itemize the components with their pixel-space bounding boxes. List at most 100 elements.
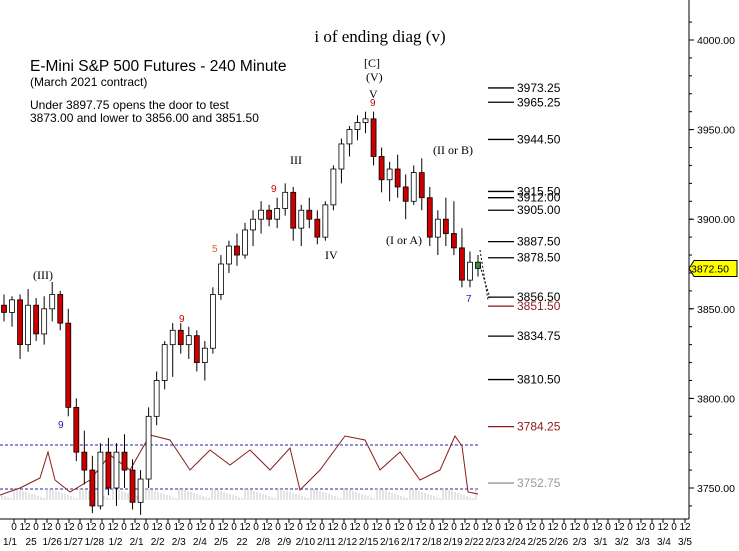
- x-tick-label-52: 0: [583, 522, 589, 533]
- candle-body-7: [57, 294, 64, 324]
- last-price-marker: 3872.50: [688, 259, 738, 277]
- target-label-5: 3905.00: [517, 203, 561, 217]
- x-tick-label-22: 0: [253, 522, 259, 533]
- x-date-label-13: 2/9: [277, 537, 291, 548]
- chart-subtitle: (March 2021 contract): [30, 75, 147, 89]
- x-tick-label-35: 12: [393, 522, 405, 533]
- x-tick-label-60: 0: [671, 522, 677, 533]
- x-tick-label-58: 0: [649, 522, 655, 533]
- x-tick-label-29: 12: [327, 522, 339, 533]
- x-tick-label-24: 0: [275, 522, 281, 533]
- x-tick-label-23: 12: [261, 522, 273, 533]
- chart-title: E-Mini S&P 500 Futures - 240 Minute: [30, 58, 286, 75]
- target-label-10: 3834.75: [517, 329, 561, 343]
- candle-body-43: [346, 129, 353, 145]
- candle-body-2: [17, 299, 23, 346]
- x-tick-label-4: 0: [55, 522, 61, 533]
- projection-dash-1: [479, 249, 489, 301]
- x-date-label-30: 3/3: [636, 537, 650, 548]
- candle-body-34: [274, 208, 281, 220]
- x-tick-label-50: 0: [561, 522, 567, 533]
- x-tick-label-9: 12: [107, 522, 119, 533]
- candle-body-12: [97, 451, 104, 507]
- candle-body-10: [81, 451, 88, 471]
- target-label-13: 3752.75: [517, 476, 561, 490]
- candle-body-51: [410, 172, 417, 202]
- x-date-label-8: 2/3: [172, 537, 186, 548]
- y-tick-label-3: 3900.00: [697, 214, 735, 226]
- candle-body-30: [242, 229, 248, 256]
- candle-body-17: [137, 478, 144, 503]
- x-date-label-29: 3/2: [615, 537, 629, 548]
- candle-body-29: [234, 245, 240, 256]
- x-tick-label-17: 12: [195, 522, 207, 533]
- wave-label-C: [C]: [364, 56, 380, 70]
- target-label-7: 3878.50: [517, 251, 561, 265]
- count-9-b: 9: [271, 184, 277, 195]
- note-line-1: Under 3897.75 opens the door to test: [30, 98, 229, 112]
- candle-body-55: [442, 218, 449, 234]
- candle-body-37: [298, 209, 305, 229]
- y-tick-label-2: 3850.00: [697, 304, 735, 316]
- x-tick-label-59: 12: [657, 522, 669, 533]
- x-date-label-5: 1/2: [109, 537, 123, 548]
- target-label-6: 3887.50: [517, 235, 561, 249]
- candle-body-11: [89, 469, 96, 507]
- y-tick-label-1: 3800.00: [697, 393, 735, 405]
- x-tick-label-15: 12: [173, 522, 185, 533]
- x-date-label-16: 2/12: [338, 537, 358, 548]
- x-tick-label-3: 12: [41, 522, 53, 533]
- candle-body-46: [370, 118, 377, 157]
- x-date-label-23: 2/23: [485, 537, 505, 548]
- candle-body-5: [41, 308, 48, 335]
- candle-body-0: [1, 304, 7, 313]
- target-label-0: 3973.25: [517, 81, 561, 95]
- x-tick-label-6: 0: [77, 522, 83, 533]
- target-label-2: 3944.50: [517, 132, 561, 146]
- candle-body-4: [33, 304, 40, 335]
- count-9-c: 9: [179, 314, 185, 325]
- candle-body-20: [161, 344, 168, 381]
- x-date-label-7: 2/2: [151, 537, 165, 548]
- candle-body-52: [418, 172, 425, 199]
- candle-body-39: [314, 218, 321, 238]
- x-date-label-4: 1/28: [85, 537, 105, 548]
- x-date-label-27: 2/3: [573, 537, 587, 548]
- x-date-label-28: 3/1: [594, 537, 608, 548]
- x-axis-ticks: 0 12 0 12 0 12 0 12 0 12 0 12 0 12 0 12 0 12 0 12 0 12 0 12 0 12 0…: [3, 519, 692, 548]
- candle-body-25: [201, 347, 208, 363]
- candle-body-22: [177, 329, 184, 346]
- candle-body-44: [354, 122, 361, 130]
- target-label-11: 3810.50: [517, 373, 561, 387]
- x-date-label-31: 3/4: [657, 537, 671, 548]
- candle-body-56: [451, 233, 457, 249]
- x-tick-label-5: 12: [63, 522, 75, 533]
- candle-body-31: [250, 218, 256, 231]
- x-date-label-17: 2/15: [359, 537, 379, 548]
- candles-layer: [1, 111, 481, 515]
- candle-body-41: [330, 168, 337, 206]
- wave-label-V-paren: (V): [366, 70, 383, 84]
- wave-label-II-or-B: (II or B): [433, 143, 473, 157]
- last-price-flag: [688, 259, 738, 277]
- count-5: 5: [212, 244, 218, 255]
- candle-body-40: [322, 204, 329, 238]
- x-tick-label-11: 12: [129, 522, 141, 533]
- candle-body-53: [426, 197, 433, 238]
- x-tick-label-45: 12: [503, 522, 515, 533]
- x-tick-label-27: 12: [305, 522, 317, 533]
- x-date-label-18: 2/16: [380, 537, 400, 548]
- x-tick-label-55: 12: [613, 522, 625, 533]
- candle-body-3: [25, 304, 31, 346]
- candle-body-21: [169, 329, 176, 346]
- candle-body-48: [386, 168, 393, 181]
- x-tick-label-20: 0: [231, 522, 237, 533]
- count-9-d: 9: [58, 420, 64, 431]
- target-label-4: 3912.00: [517, 191, 561, 205]
- x-tick-label-49: 12: [547, 522, 559, 533]
- x-tick-label-2: 0: [33, 522, 39, 533]
- candle-body-49: [394, 168, 401, 188]
- candle-body-9: [73, 406, 80, 453]
- x-tick-label-32: 0: [363, 522, 369, 533]
- y-axis-ticks: 3750.00 3800.00 3850.00 3900.00 3950.00 4000.…: [689, 21, 735, 507]
